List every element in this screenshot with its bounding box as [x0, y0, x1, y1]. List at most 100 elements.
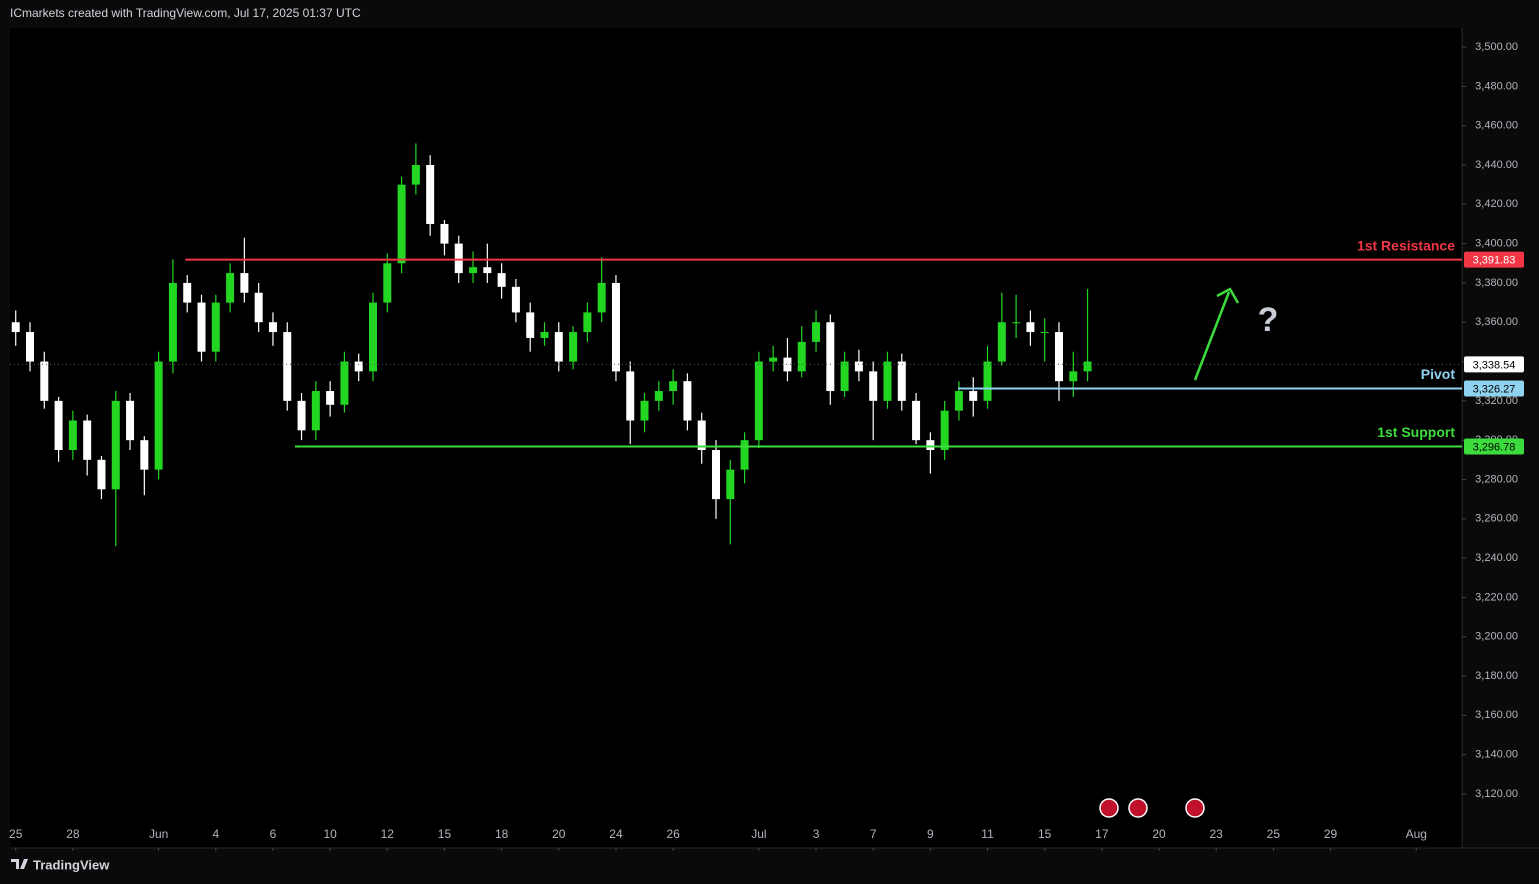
candle-body	[726, 469, 735, 500]
y-tick-label: 3,260.00	[1475, 513, 1518, 525]
candle-body	[597, 282, 606, 313]
x-tick-label: 28	[66, 827, 80, 841]
candle-body	[611, 282, 620, 372]
price-tag	[1464, 380, 1524, 397]
y-tick-label: 3,440.00	[1475, 159, 1518, 171]
candle-body	[126, 400, 135, 441]
candle-body	[26, 332, 35, 362]
candle-body	[769, 357, 778, 362]
candle-body	[526, 312, 535, 338]
candle-body	[854, 361, 863, 372]
candle-body	[383, 263, 392, 303]
candle-body	[669, 381, 678, 392]
price-tag	[1464, 251, 1524, 268]
candle-body	[469, 267, 478, 274]
candle-body	[1069, 371, 1078, 382]
candle-body	[397, 184, 406, 264]
candle-body	[812, 322, 821, 342]
header: ICmarkets created with TradingView.com, …	[10, 6, 361, 20]
candle-body	[440, 223, 449, 244]
plot-area	[10, 28, 1462, 848]
y-tick-label: 3,460.00	[1475, 120, 1518, 132]
x-tick-label: 20	[552, 827, 566, 841]
candle-body	[311, 391, 320, 431]
x-tick-label: 7	[870, 827, 877, 841]
candle-body	[11, 322, 20, 333]
x-tick-label: 25	[1267, 827, 1281, 841]
y-tick-label: 3,220.00	[1475, 591, 1518, 603]
candle-body	[697, 420, 706, 450]
y-tick-label: 3,280.00	[1475, 473, 1518, 485]
candle-body	[140, 440, 149, 470]
candle-body	[554, 332, 563, 362]
x-tick-label: 18	[495, 827, 509, 841]
candle-body	[1083, 361, 1092, 372]
level-name: 1st Resistance	[1357, 237, 1455, 253]
candle-body	[54, 400, 63, 450]
y-tick-label: 3,320.00	[1475, 395, 1518, 407]
y-tick-label: 3,140.00	[1475, 749, 1518, 761]
candle-body	[211, 302, 220, 352]
footer: TradingView	[33, 857, 110, 872]
candle-body	[411, 164, 420, 185]
candle-body	[683, 381, 692, 421]
candle-body	[68, 420, 77, 450]
candle-body	[1054, 332, 1063, 382]
price-tag	[1464, 356, 1524, 373]
x-tick-label: 6	[270, 827, 277, 841]
price-tag-label: 3,326.27	[1473, 383, 1516, 395]
candle-body	[983, 361, 992, 401]
candle-body	[426, 164, 435, 224]
candle-body	[340, 361, 349, 405]
candle-body	[168, 282, 177, 362]
y-tick-label: 3,380.00	[1475, 277, 1518, 289]
x-tick-label: 15	[438, 827, 452, 841]
x-tick-label: 25	[9, 827, 23, 841]
candle-body	[97, 459, 106, 490]
candle-body	[326, 391, 335, 405]
x-tick-label: 3	[813, 827, 820, 841]
candle-body	[540, 332, 549, 338]
candle-body	[511, 286, 520, 313]
candle-body	[740, 440, 749, 470]
price-tag-label: 3,338.54	[1473, 359, 1516, 371]
candle-body	[954, 391, 963, 411]
x-tick-label: 29	[1324, 827, 1338, 841]
candle-body	[283, 332, 292, 401]
x-tick-label: 15	[1038, 827, 1052, 841]
candle-body	[869, 371, 878, 401]
question-mark: ?	[1258, 301, 1279, 339]
candle-body	[268, 322, 277, 333]
candle-body	[1026, 322, 1035, 333]
candle-body	[254, 292, 263, 323]
price-tag-label: 3,391.83	[1473, 255, 1516, 267]
x-tick-label: 9	[927, 827, 934, 841]
candle-body	[1012, 322, 1021, 324]
x-tick-label: 26	[666, 827, 680, 841]
candle-body	[912, 400, 921, 441]
candle-body	[797, 341, 806, 372]
candle-body	[640, 400, 649, 421]
candle-body	[40, 361, 49, 401]
candle-body	[197, 302, 206, 352]
candle-body	[754, 361, 763, 441]
candle-body	[183, 282, 192, 303]
candle-body	[154, 361, 163, 470]
candle-body	[997, 322, 1006, 362]
x-tick-label: 24	[609, 827, 623, 841]
y-tick-label: 3,180.00	[1475, 670, 1518, 682]
x-tick-label: 23	[1210, 827, 1224, 841]
arrow	[1193, 287, 1240, 381]
level-name: Pivot	[1421, 366, 1456, 382]
candle-body	[83, 420, 92, 460]
candle-body	[1040, 332, 1049, 334]
footer-logo	[11, 859, 28, 869]
candle-body	[840, 361, 849, 392]
candle-body	[926, 440, 935, 450]
candle-body	[711, 449, 720, 500]
x-tick-label: 11	[981, 827, 994, 841]
x-tick-label: Aug	[1406, 827, 1427, 841]
candle-body	[783, 357, 792, 372]
candle-body	[297, 400, 306, 431]
